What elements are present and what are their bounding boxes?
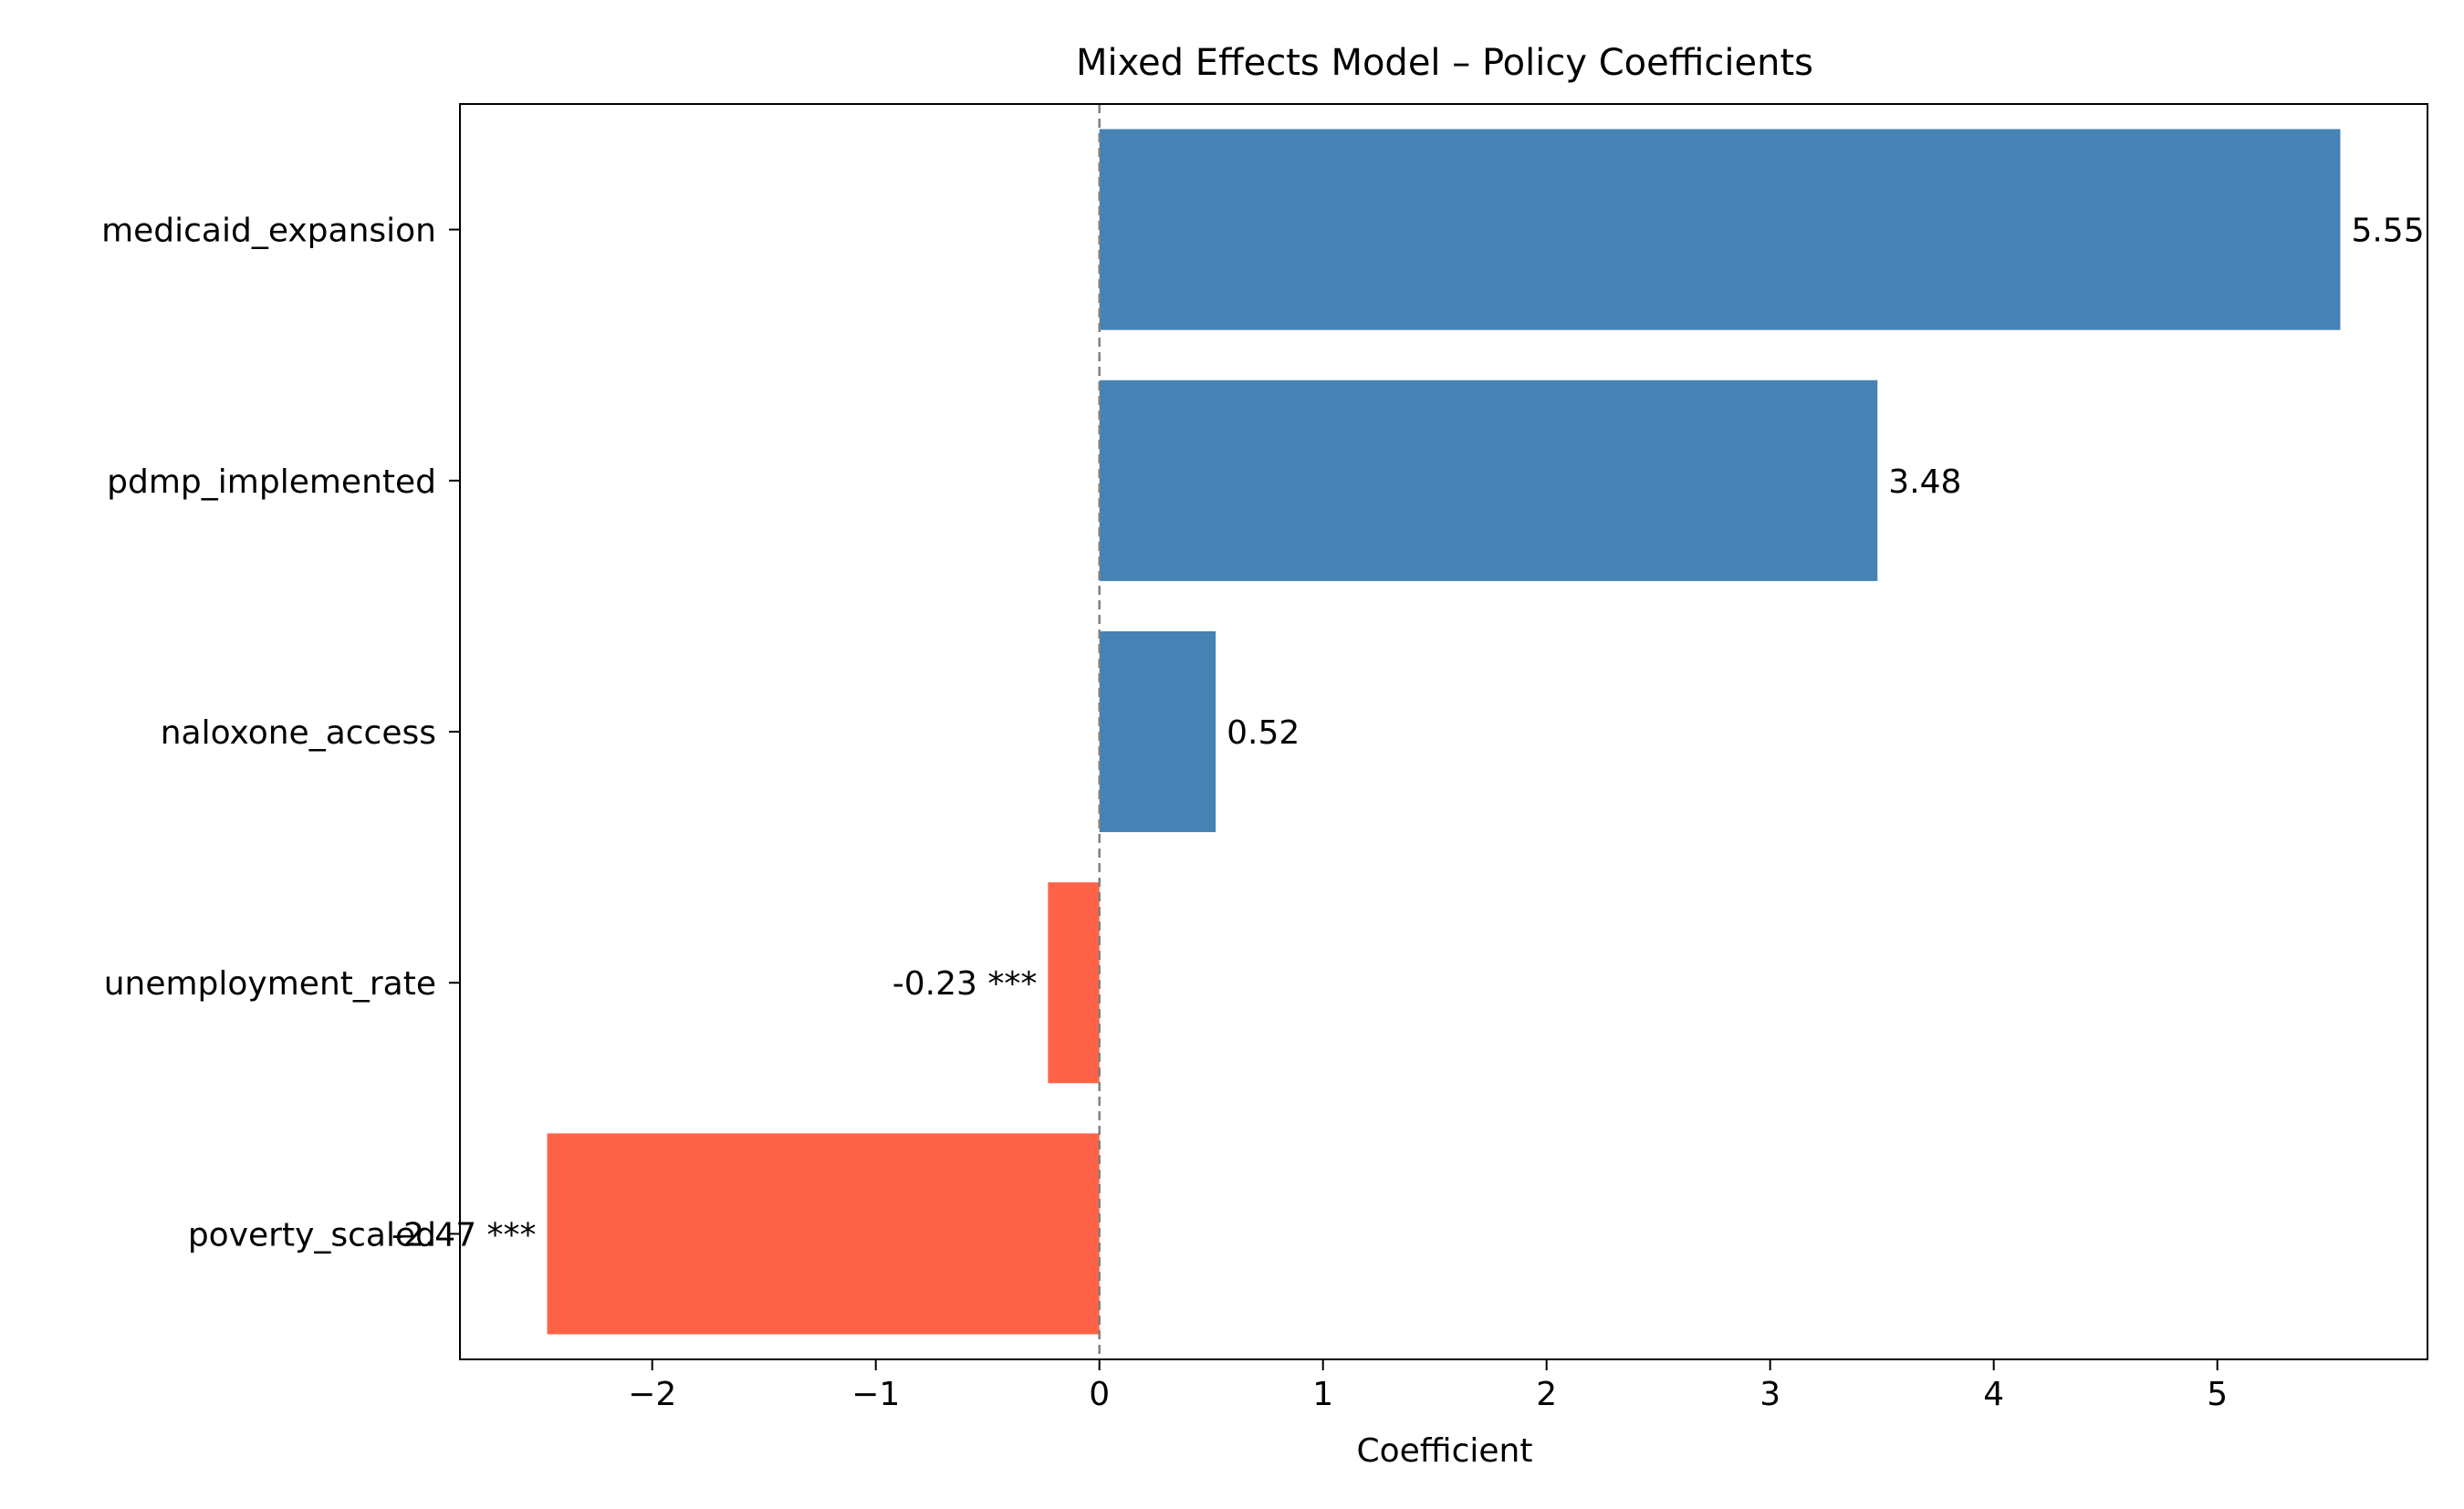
y-tick-label: pdmp_implemented [107, 463, 436, 501]
chart-title: Mixed Effects Model – Policy Coefficient… [1076, 42, 1813, 84]
bar-medicaid-expansion [1099, 129, 2341, 330]
data-label: -2.47 *** [392, 1216, 537, 1254]
data-label: 0.52 [1227, 714, 1300, 752]
data-label: 5.55 [2351, 213, 2424, 250]
y-tick-label: naloxone_access [161, 714, 436, 752]
bar-poverty-scaled [547, 1133, 1100, 1335]
x-axis: −2 −1 0 1 2 3 4 5 [628, 1359, 2228, 1413]
x-tick-label: 0 [1089, 1376, 1110, 1413]
data-label: -0.23 *** [893, 965, 1038, 1003]
bar-pdmp-implemented [1099, 380, 1878, 581]
y-tick-label: poverty_scaled [188, 1216, 436, 1254]
bar-unemployment-rate [1048, 882, 1100, 1084]
x-tick-label: −2 [628, 1376, 676, 1413]
data-label: 3.48 [1888, 463, 1961, 501]
x-axis-label: Coefficient [1357, 1432, 1533, 1470]
x-tick-label: 4 [1983, 1376, 2004, 1413]
x-tick-label: 3 [1759, 1376, 1780, 1413]
x-tick-label: 1 [1312, 1376, 1333, 1413]
data-labels-layer: 5.55 3.48 0.52 -0.23 *** -2.47 *** [392, 213, 2425, 1254]
bars-layer [547, 129, 2341, 1335]
y-axis: medicaid_expansion pdmp_implementednaloxo… [101, 213, 460, 1254]
y-tick-label: unemployment_rate [104, 965, 436, 1003]
bar-naloxone-access [1099, 630, 1216, 833]
x-tick-label: 2 [1536, 1376, 1557, 1413]
x-tick-label: 5 [2207, 1376, 2228, 1413]
x-tick-label: −1 [851, 1376, 900, 1413]
y-tick-label: medicaid_expansion [101, 213, 436, 250]
